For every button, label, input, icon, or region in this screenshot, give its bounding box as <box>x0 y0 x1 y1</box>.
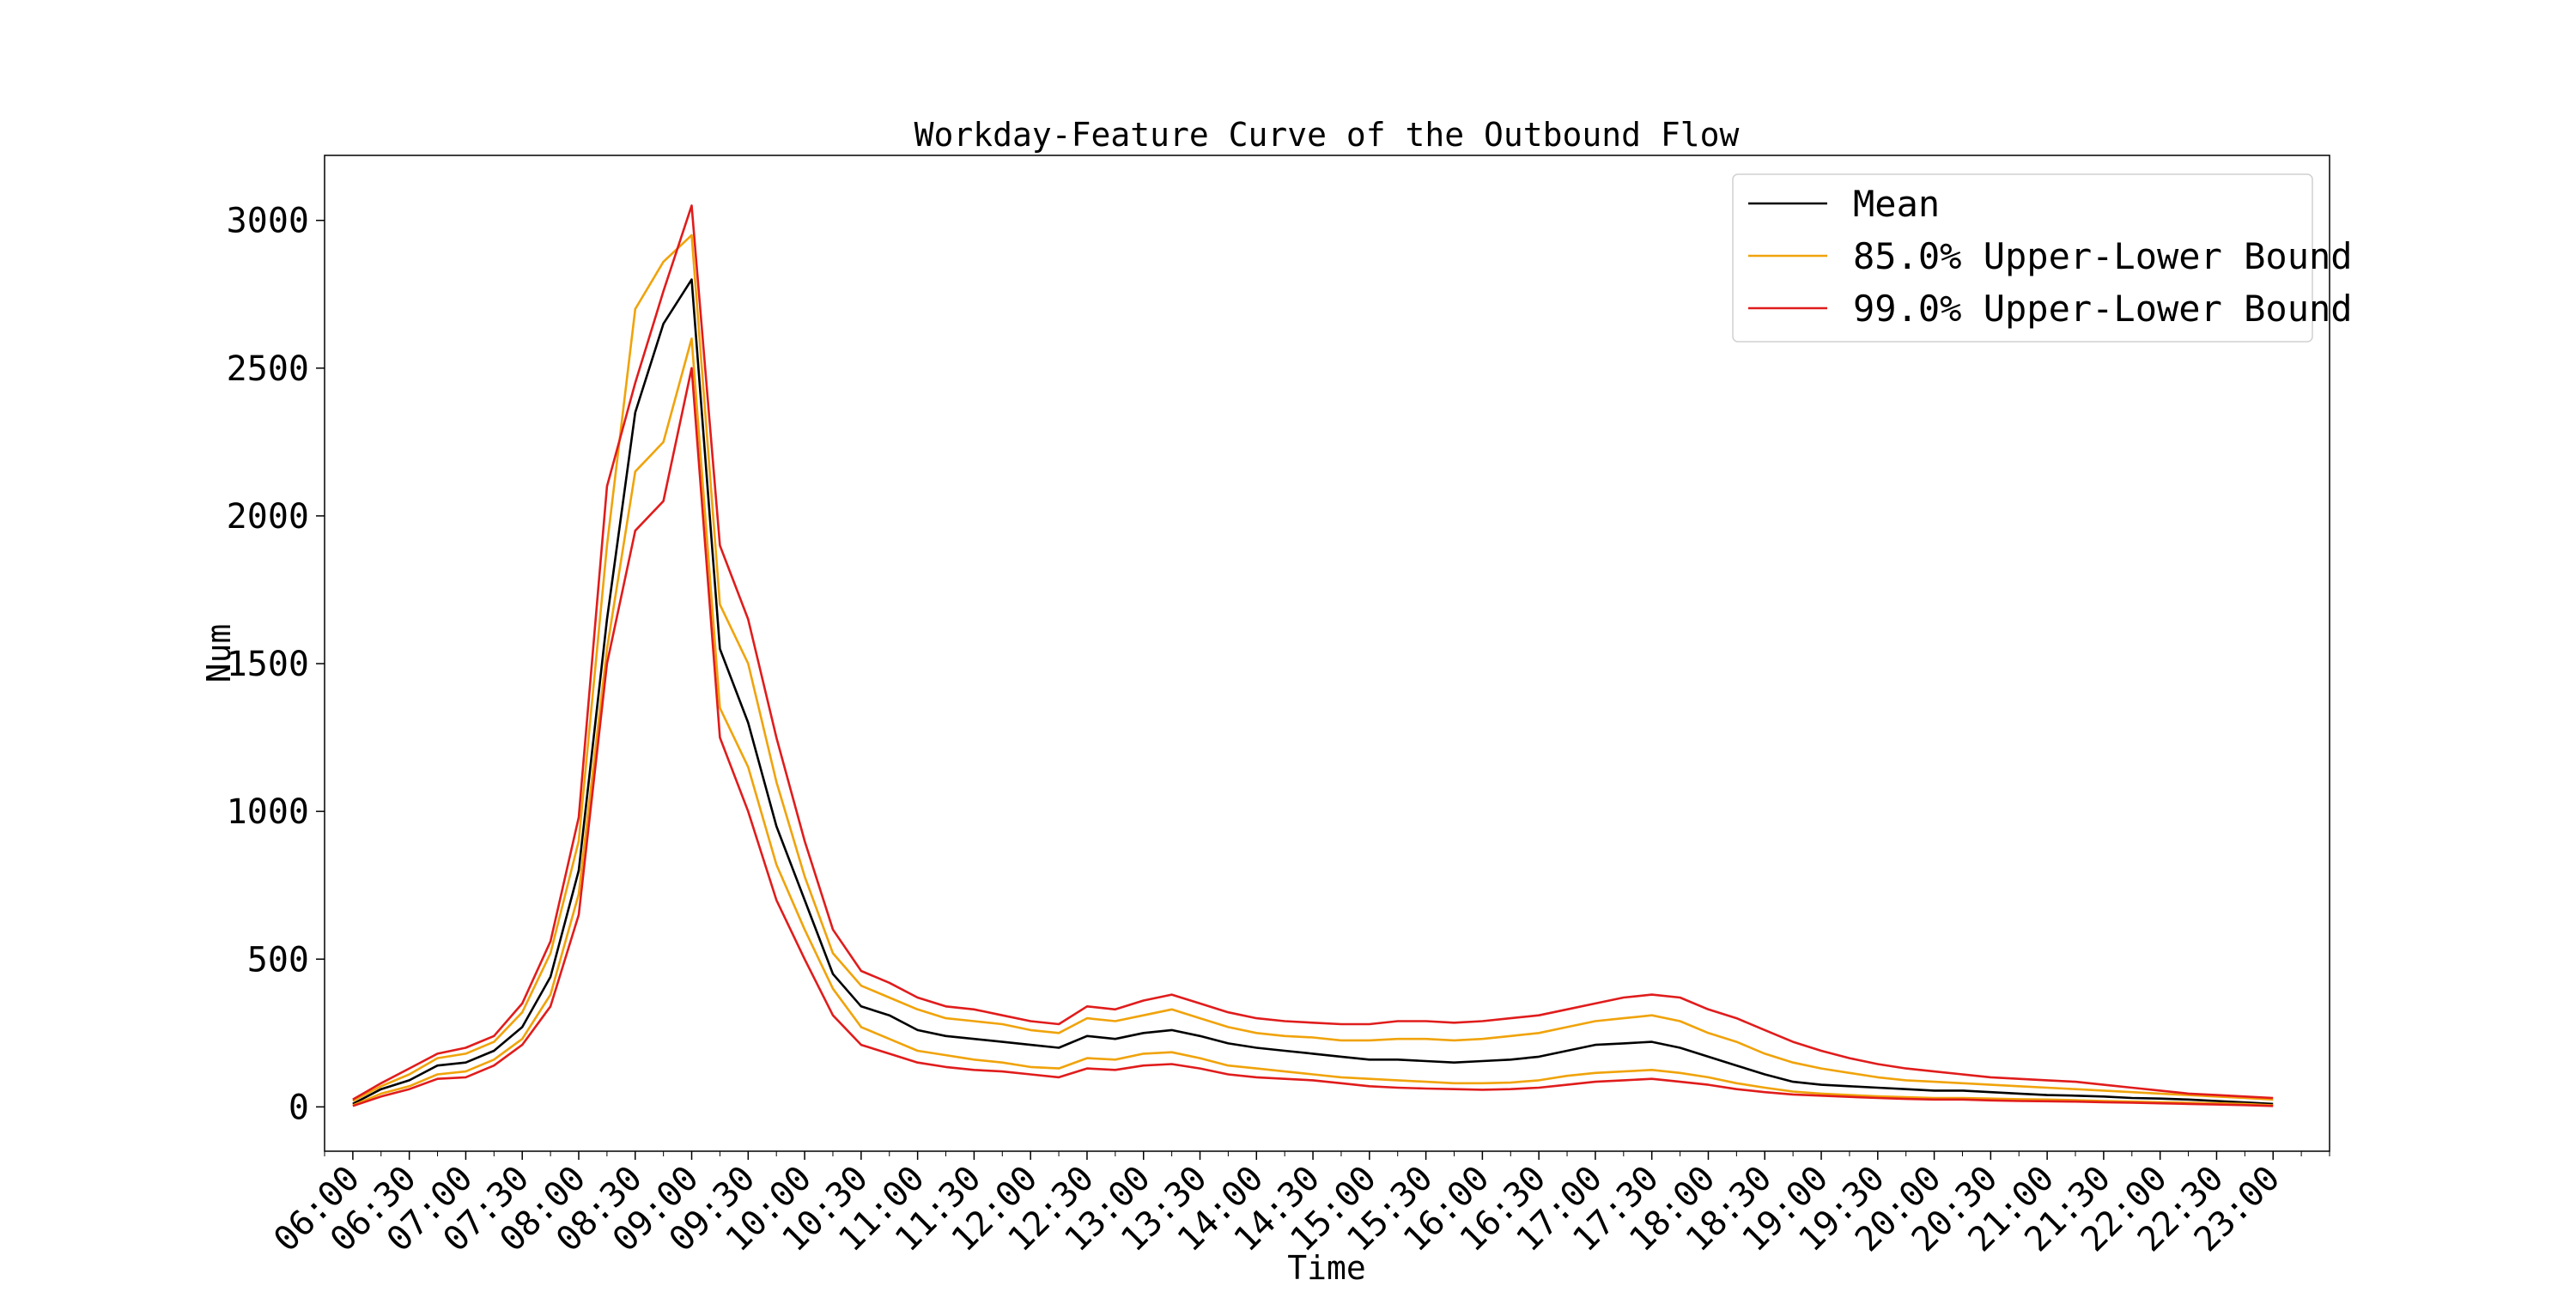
y-tick-label-6: 3000 <box>227 202 309 241</box>
chart-title: Workday-Feature Curve of the Outbound Fl… <box>914 116 1740 154</box>
y-tick-label-5: 2500 <box>227 349 309 389</box>
series-line-2 <box>352 337 2274 1107</box>
y-tick-label-0: 0 <box>289 1088 309 1127</box>
plot-frame <box>324 155 2330 1152</box>
y-tick-label-4: 2000 <box>227 497 309 537</box>
y-axis-label: Num <box>200 624 238 683</box>
series-line-3 <box>352 204 2274 1101</box>
series-line-0 <box>352 278 2274 1106</box>
x-axis-label: Time <box>1287 1249 1366 1287</box>
y-tick-label-2: 1000 <box>227 792 309 832</box>
legend-label-1: 85.0% Upper-Lower Bound <box>1853 235 2353 277</box>
series-line-4 <box>352 367 2274 1107</box>
legend-label-0: Mean <box>1853 183 1940 225</box>
legend-label-2: 99.0% Upper-Lower Bound <box>1853 288 2353 330</box>
legend-box <box>1732 173 2313 343</box>
y-tick-label-1: 500 <box>247 940 309 980</box>
chart-marks <box>352 204 2274 1107</box>
series-line-1 <box>352 234 2274 1102</box>
legend: Mean 85.0% Upper-Lower Bound 99.0% Upper-L… <box>1732 173 2353 343</box>
y-tick-label-3: 1500 <box>227 645 309 684</box>
